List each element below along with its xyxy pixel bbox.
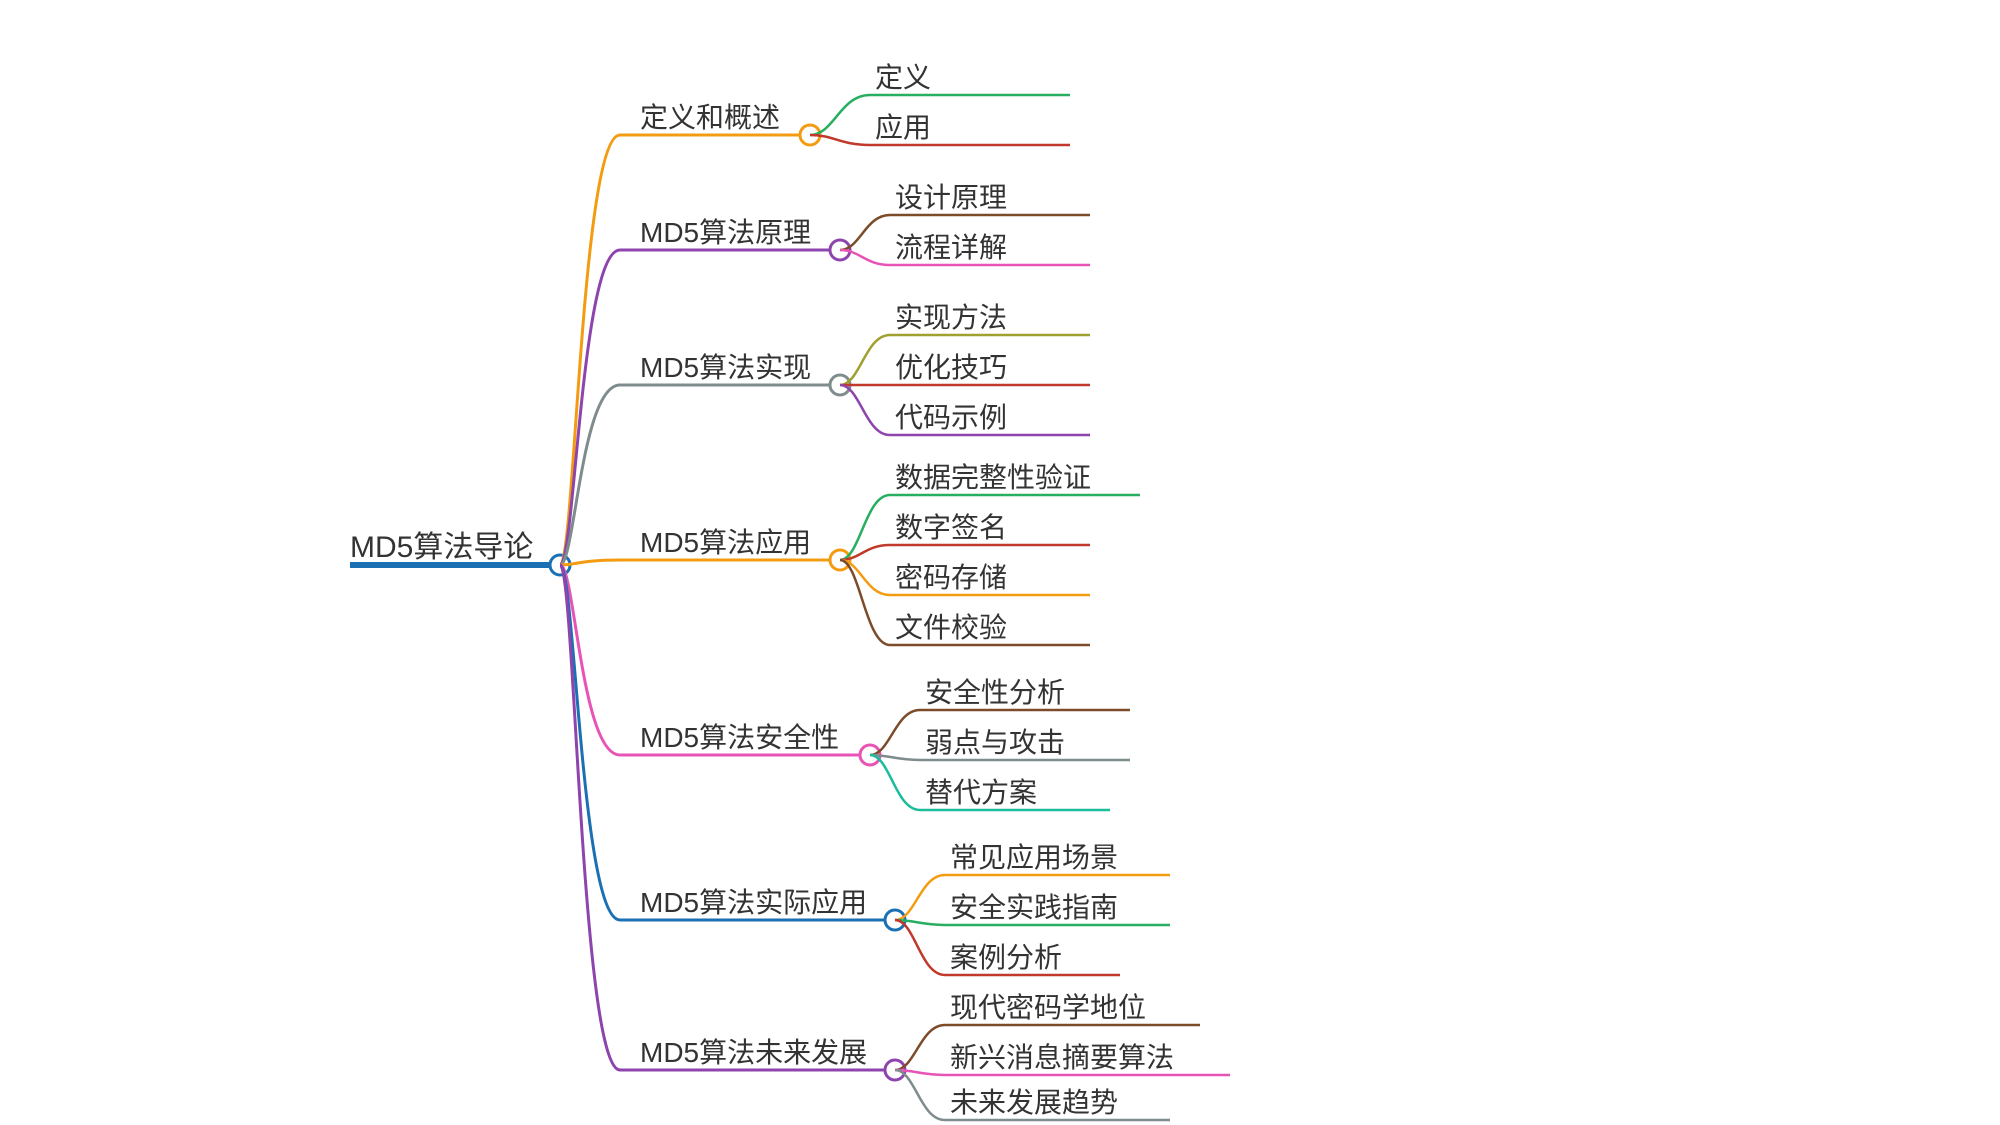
connector-root-b1 [560,135,620,565]
leaf-label-b7-2: 未来发展趋势 [950,1087,1118,1118]
connector-b4-leaf-3 [840,560,890,645]
connector-root-b5 [560,565,620,755]
leaf-label-b4-1: 数字签名 [895,512,1007,543]
leaf-label-b3-0: 实现方法 [895,302,1007,333]
leaf-label-b6-2: 案例分析 [950,942,1062,973]
leaf-label-b2-0: 设计原理 [895,182,1007,213]
branch-label-b3: MD5算法实现 [640,352,811,383]
leaf-label-b6-0: 常见应用场景 [950,842,1118,873]
branch-label-b6: MD5算法实际应用 [640,887,867,918]
leaf-label-b5-1: 弱点与攻击 [925,727,1065,758]
leaf-label-b7-1: 新兴消息摘要算法 [950,1042,1174,1073]
leaf-label-b7-0: 现代密码学地位 [950,992,1146,1023]
leaf-label-b3-2: 代码示例 [895,402,1007,433]
branch-label-b2: MD5算法原理 [640,217,811,248]
branch-label-b4: MD5算法应用 [640,527,811,558]
mindmap-svg: MD5算法导论 定义和概述 定义应用 MD5算法原理 设计原理流程详解 MD5算法实现 实现… [0,0,2000,1125]
leaf-label-b2-1: 流程详解 [895,232,1007,263]
root-label: MD5算法导论 [350,531,533,564]
leaf-label-b4-2: 密码存储 [895,562,1007,593]
branch-label-b7: MD5算法未来发展 [640,1037,867,1068]
branch-label-b1: 定义和概述 [640,102,780,133]
leaf-label-b5-2: 替代方案 [925,777,1037,808]
leaf-label-b5-0: 安全性分析 [925,677,1065,708]
leaf-label-b4-3: 文件校验 [895,612,1007,643]
branch-label-b5: MD5算法安全性 [640,722,839,753]
connector-root-b3 [560,385,620,565]
leaf-label-b1-1: 应用 [875,112,931,143]
connector-root-b2 [560,250,620,565]
leaf-label-b1-0: 定义 [875,62,931,93]
leaf-label-b4-0: 数据完整性验证 [895,462,1091,493]
leaf-label-b3-1: 优化技巧 [895,352,1007,383]
leaf-label-b6-1: 安全实践指南 [950,892,1118,923]
